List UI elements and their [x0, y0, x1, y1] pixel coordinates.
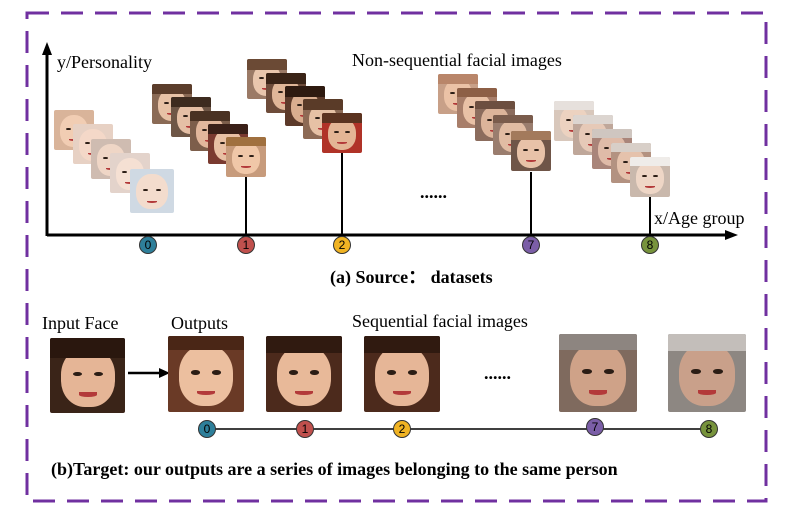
y-axis-label: y/Personality	[57, 52, 152, 72]
output-face-age-1	[266, 336, 342, 412]
panel-b-caption: (b)Target: our outputs are a series of i…	[51, 459, 618, 479]
age-marker-8: 8	[641, 236, 659, 254]
sequential-title: Sequential facial images	[352, 311, 528, 331]
input-arrow-head	[159, 368, 170, 378]
age-marker-0: 0	[139, 236, 157, 254]
dashed-frame	[25, 11, 768, 503]
output-face-age-8	[668, 334, 746, 412]
age-marker-2: 2	[333, 236, 351, 254]
x-axis-label: x/Age group	[654, 208, 745, 228]
face-thumbnail	[322, 113, 362, 153]
input-face-image	[50, 338, 125, 413]
face-thumbnail	[226, 137, 266, 177]
output-age-marker-7: 7	[586, 418, 604, 436]
face-thumbnail	[630, 157, 670, 197]
y-axis-arrow	[42, 42, 52, 55]
output-age-marker-2: 2	[393, 420, 411, 438]
face-thumbnail	[511, 131, 551, 171]
output-age-marker-0: 0	[198, 420, 216, 438]
output-face-age-0	[168, 336, 244, 412]
output-face-age-2	[364, 336, 440, 412]
non-sequential-title: Non-sequential facial images	[352, 50, 562, 70]
panel-a-caption: (a) Source： datasets	[330, 267, 493, 287]
input-face-label: Input Face	[42, 313, 119, 333]
output-age-marker-1: 1	[296, 420, 314, 438]
output-age-marker-8: 8	[700, 420, 718, 438]
age-marker-7: 7	[522, 236, 540, 254]
output-face-age-7	[559, 334, 637, 412]
panel-b-ellipsis: ......	[484, 363, 511, 383]
x-axis-arrow	[725, 230, 738, 240]
panel-a-ellipsis: ......	[420, 182, 447, 202]
age-marker-1: 1	[237, 236, 255, 254]
outputs-label: Outputs	[171, 313, 229, 333]
face-thumbnail	[130, 169, 174, 213]
